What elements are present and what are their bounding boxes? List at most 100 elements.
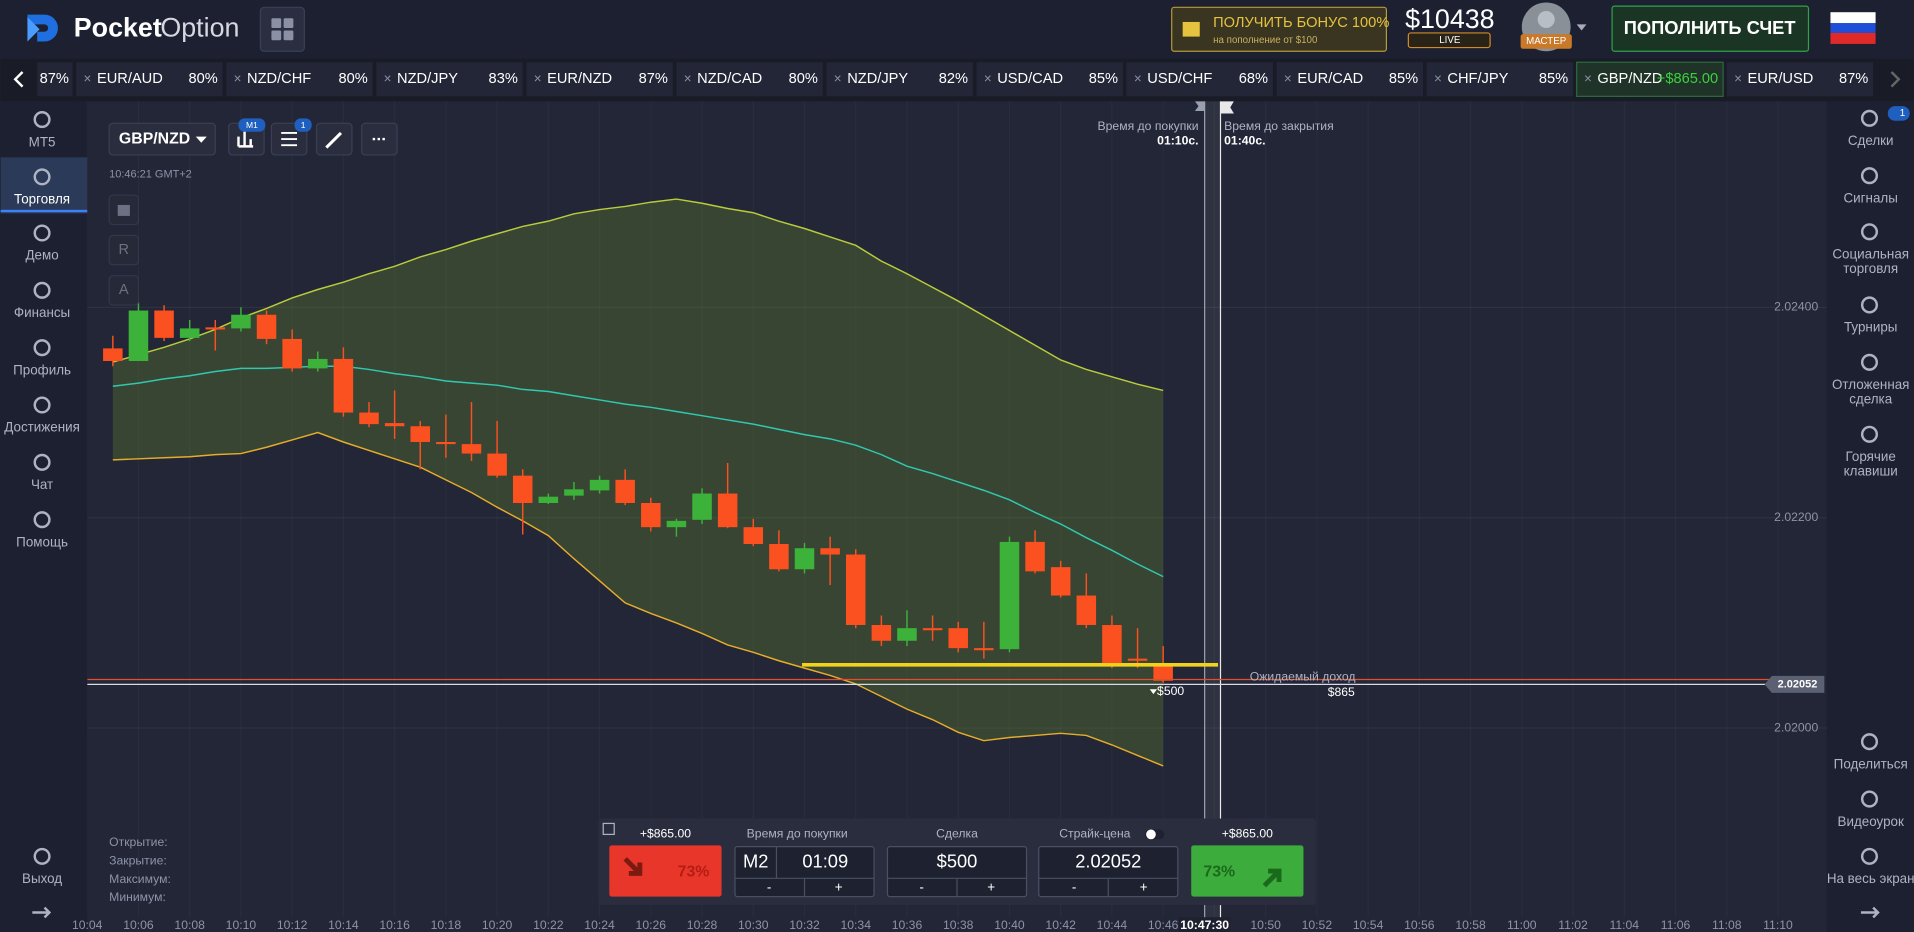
- ticker-item[interactable]: [226, 62, 373, 97]
- candle-body: [205, 327, 226, 330]
- call-button[interactable]: [1191, 845, 1304, 897]
- candle-body: [103, 348, 123, 362]
- ticker-pair: NZD/CHF: [247, 71, 311, 87]
- side-tool[interactable]: [108, 275, 140, 306]
- dropdown-arrow: [1576, 24, 1587, 31]
- x-tick-label: 10:50: [1250, 918, 1281, 932]
- menu-label: Турниры: [1844, 320, 1897, 335]
- menu-icon: [1860, 296, 1879, 314]
- bonus-button[interactable]: [1171, 6, 1388, 52]
- x-tick-label: 10:36: [892, 918, 923, 932]
- menu-icon: [33, 453, 51, 471]
- put-button[interactable]: [609, 845, 722, 897]
- ticker-pair: EUR/NZD: [547, 71, 612, 87]
- y-tick-label: 2.02400: [1774, 300, 1818, 314]
- grid-icon: [283, 30, 294, 41]
- candle-body: [538, 496, 559, 503]
- ticker-value: 83%: [489, 71, 518, 87]
- candle-body: [179, 328, 200, 338]
- pair-selector[interactable]: [108, 122, 216, 156]
- ticker-item[interactable]: [1276, 62, 1423, 97]
- ticker-item[interactable]: [1426, 62, 1574, 97]
- candle-body: [769, 544, 789, 570]
- logo-text: Option: [160, 12, 239, 42]
- strike-label: Страйк-цена: [1059, 827, 1130, 841]
- candle-body: [461, 444, 482, 454]
- menu-label: Видеоурок: [1838, 814, 1904, 829]
- menu-icon: [1860, 425, 1879, 443]
- candle-body: [948, 628, 968, 649]
- menu-icon: [1860, 847, 1879, 865]
- x-tick-label: 11:10: [1763, 918, 1793, 932]
- ticker-item[interactable]: [376, 62, 523, 97]
- ticker-item[interactable]: [1576, 61, 1724, 97]
- bonus-subtitle: на пополнение от $100: [1213, 35, 1318, 46]
- ticker-item[interactable]: [1126, 62, 1273, 97]
- close-icon: ×: [384, 71, 392, 86]
- ohlc-label: Открытие:: [109, 835, 168, 849]
- menu-label: Достижения: [4, 420, 80, 435]
- deposit-button[interactable]: [1611, 5, 1810, 52]
- deposit-label: ПОПОЛНИТЬ СЧЕТ: [1624, 17, 1796, 38]
- menu-label: Профиль: [13, 362, 71, 377]
- x-tick-label: 10:46: [1148, 918, 1179, 932]
- put-arrow: [623, 857, 643, 876]
- menu-label: торговля: [1843, 261, 1898, 276]
- bet-marker: [1149, 689, 1158, 695]
- tool-a: A: [119, 282, 129, 298]
- ticker-pair: CHF/JPY: [1447, 71, 1508, 87]
- menu-icon: [33, 224, 51, 242]
- menu-icon: [1860, 353, 1879, 371]
- side-tool[interactable]: [108, 234, 140, 266]
- candle-body: [897, 628, 917, 641]
- ticker-item[interactable]: [826, 62, 973, 97]
- flag-blue: [1830, 23, 1876, 33]
- close-icon: ×: [1284, 71, 1292, 86]
- menu-icon: [33, 396, 51, 414]
- x-tick-label: 11:08: [1712, 918, 1742, 932]
- ticker-item[interactable]: [976, 62, 1123, 97]
- candle-body: [436, 441, 456, 445]
- y-tick-label: 2.02000: [1774, 720, 1818, 734]
- time-value: 01:09: [802, 850, 848, 871]
- collapse-arrow[interactable]: [1860, 906, 1880, 919]
- badge: [294, 118, 312, 132]
- ticker-item[interactable]: [76, 62, 223, 97]
- candle-body: [282, 338, 302, 369]
- indicator-badge: 1: [301, 120, 306, 130]
- account-type: LIVE: [1439, 35, 1461, 46]
- scroll-left[interactable]: [13, 71, 24, 88]
- timeframe: M2: [743, 850, 768, 871]
- candle-body: [999, 541, 1020, 650]
- menu-icon: [33, 339, 51, 357]
- x-tick-label: 10:12: [277, 918, 308, 932]
- candle-body: [794, 548, 815, 570]
- gift-icon: [1182, 21, 1200, 37]
- layout-button[interactable]: [259, 6, 305, 52]
- ticker-item[interactable]: [1726, 62, 1874, 97]
- candle-body: [820, 548, 840, 555]
- flag-white: [1830, 12, 1876, 24]
- close-time: 01:40с.: [1224, 134, 1265, 148]
- ticker-pair: EUR/AUD: [97, 71, 163, 87]
- scroll-right[interactable]: [1890, 71, 1901, 88]
- timeframe-badge: M1: [246, 120, 258, 130]
- ticker-item[interactable]: [526, 62, 673, 97]
- expected-value: $865: [1328, 685, 1355, 699]
- candle-body: [641, 502, 661, 528]
- candle-body: [666, 520, 687, 528]
- bet-amount: $500: [1157, 684, 1184, 698]
- x-tick-label: 10:20: [482, 918, 513, 932]
- menu-label: Сигналы: [1844, 190, 1898, 205]
- ticker-value: 82%: [939, 71, 968, 87]
- menu-label: Торговля: [14, 192, 70, 207]
- menu-label: Чат: [31, 477, 53, 492]
- x-tick-label: 10:24: [584, 918, 615, 932]
- ticker-item: [37, 62, 73, 97]
- expiry-flag: [1220, 101, 1234, 114]
- ticker-item[interactable]: [676, 62, 823, 97]
- menu-icon: [33, 111, 51, 129]
- collapse-arrow[interactable]: [32, 906, 52, 919]
- band-fill: [112, 199, 1164, 766]
